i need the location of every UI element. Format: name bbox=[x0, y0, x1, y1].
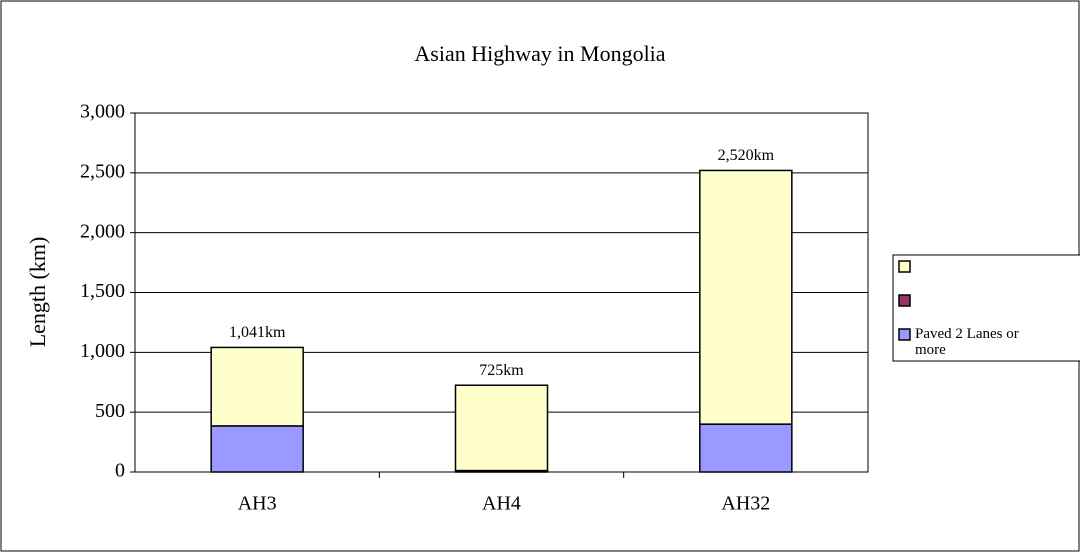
bar-segment bbox=[699, 423, 793, 473]
legend-swatch bbox=[898, 260, 911, 273]
total-label: 725km bbox=[479, 362, 524, 379]
chart-title: Asian Highway in Mongolia bbox=[414, 41, 665, 66]
total-label: 2,520km bbox=[718, 147, 775, 164]
legend-swatch bbox=[898, 328, 911, 341]
legend-box bbox=[892, 254, 1080, 362]
y-tick-label: 0 bbox=[115, 460, 125, 482]
x-tick-label: AH32 bbox=[721, 493, 770, 515]
total-label: 1,041km bbox=[229, 324, 286, 341]
x-tick-label: AH4 bbox=[482, 493, 521, 515]
bar-segment bbox=[210, 425, 304, 473]
bar-segment bbox=[454, 384, 549, 472]
y-tick-label: 1,500 bbox=[80, 280, 125, 302]
bar-segment bbox=[699, 169, 793, 425]
y-tick-label: 2,500 bbox=[80, 160, 125, 182]
x-tick-label: AH3 bbox=[238, 493, 277, 515]
y-tick-label: 1,000 bbox=[80, 340, 125, 362]
legend-swatch bbox=[898, 294, 911, 307]
y-tick-label: 3,000 bbox=[80, 101, 125, 123]
y-tick-label: 500 bbox=[95, 400, 125, 422]
legend-label: Paved 2 Lanes or more bbox=[915, 326, 1019, 358]
y-axis-label: Length (km) bbox=[25, 237, 50, 348]
bar-segment bbox=[210, 346, 304, 427]
y-tick-label: 2,000 bbox=[80, 220, 125, 242]
